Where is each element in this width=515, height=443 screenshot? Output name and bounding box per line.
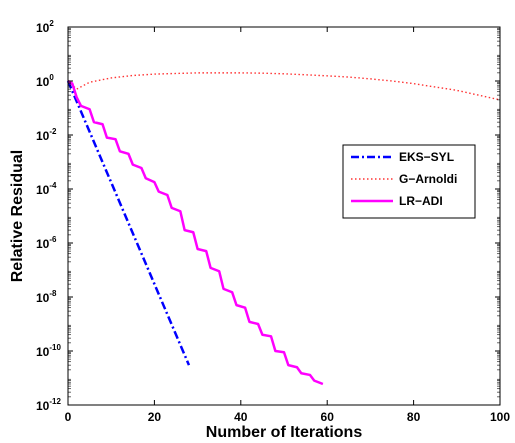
x-tick-label: 0 xyxy=(65,410,72,424)
x-tick-label: 100 xyxy=(490,410,510,424)
x-axis-label: Number of Iterations xyxy=(206,424,363,441)
axes: 0 20 40 60 80 100 102 100 10-2 10-4 10-6 10-8 10-10 1… xyxy=(36,19,510,424)
series-line-2 xyxy=(67,79,324,386)
legend-entry: G−Arnoldi xyxy=(399,172,457,186)
y-axis-label: Relative Residual xyxy=(9,150,26,283)
x-tick-label: 60 xyxy=(321,410,335,424)
legend: EKS−SYL G−Arnoldi LR−ADI xyxy=(342,144,476,219)
legend-box xyxy=(342,144,476,219)
x-tick-label: 40 xyxy=(234,410,248,424)
x-tick-label: 80 xyxy=(407,410,421,424)
y-tick-label: 10-8 xyxy=(36,289,57,305)
y-tick-label: 10-4 xyxy=(36,181,57,197)
series-line-1 xyxy=(67,72,501,101)
axes-box xyxy=(67,26,501,406)
legend-entry: EKS−SYL xyxy=(399,150,454,164)
y-tick-label: 10-10 xyxy=(36,343,61,359)
x-tick-label: 20 xyxy=(148,410,162,424)
y-tick-label: 102 xyxy=(36,19,54,35)
y-tick-label: 10-6 xyxy=(36,235,57,251)
y-tick-label: 10-2 xyxy=(36,127,57,143)
y-tick-label: 10-12 xyxy=(36,397,61,413)
y-tick-label: 100 xyxy=(36,73,54,89)
plot-area xyxy=(66,72,501,386)
series-line-0 xyxy=(66,80,191,366)
legend-entry: LR−ADI xyxy=(399,194,443,208)
